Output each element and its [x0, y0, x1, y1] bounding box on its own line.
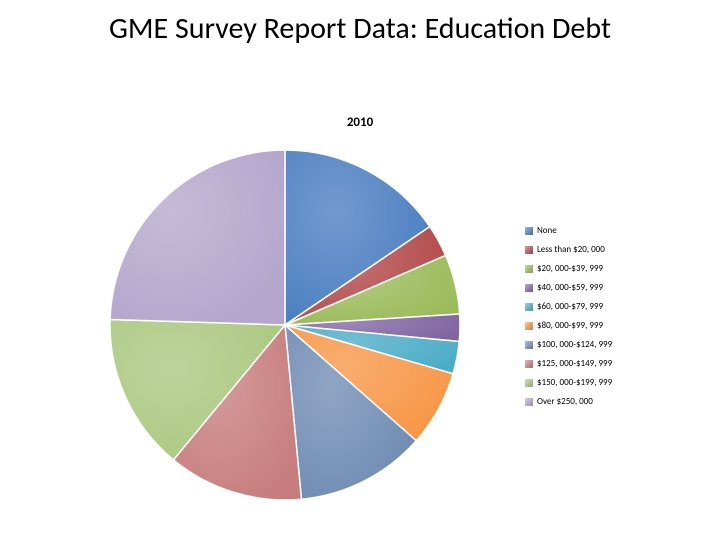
legend-label: Over $250, 000: [537, 396, 593, 407]
legend-swatch: [525, 246, 533, 254]
slide: { "title": "GME Survey Report Data: Educ…: [0, 0, 720, 540]
legend: None Less than $20, 000 $20, 000-$39, 999 $…: [525, 225, 705, 415]
legend-item: Less than $20, 000: [525, 244, 705, 255]
pie-slice: [110, 150, 285, 325]
legend-label: None: [537, 225, 557, 236]
legend-label: Less than $20, 000: [537, 244, 605, 255]
legend-item: None: [525, 225, 705, 236]
chart-subtitle: 2010: [0, 115, 720, 130]
chart-title: GME Survey Report Data: Education Debt: [0, 12, 720, 47]
legend-item: $40, 000-$59, 999: [525, 282, 705, 293]
legend-swatch: [525, 284, 533, 292]
legend-item: $100, 000-$124, 999: [525, 339, 705, 350]
legend-label: $150, 000-$199, 999: [537, 377, 612, 388]
legend-swatch: [525, 322, 533, 330]
legend-label: $40, 000-$59, 999: [537, 282, 603, 293]
legend-swatch: [525, 360, 533, 368]
legend-swatch: [525, 303, 533, 311]
legend-label: $60, 000-$79, 999: [537, 301, 603, 312]
legend-item: $60, 000-$79, 999: [525, 301, 705, 312]
pie-chart: [110, 150, 460, 500]
legend-item: Over $250, 000: [525, 396, 705, 407]
legend-item: $150, 000-$199, 999: [525, 377, 705, 388]
legend-label: $80, 000-$99, 999: [537, 320, 603, 331]
legend-item: $125, 000-$149, 999: [525, 358, 705, 369]
legend-label: $125, 000-$149, 999: [537, 358, 612, 369]
legend-item: $20, 000-$39, 999: [525, 263, 705, 274]
legend-item: $80, 000-$99, 999: [525, 320, 705, 331]
legend-swatch: [525, 398, 533, 406]
legend-label: $20, 000-$39, 999: [537, 263, 603, 274]
legend-swatch: [525, 265, 533, 273]
legend-swatch: [525, 379, 533, 387]
legend-swatch: [525, 341, 533, 349]
legend-label: $100, 000-$124, 999: [537, 339, 612, 350]
legend-swatch: [525, 227, 533, 235]
